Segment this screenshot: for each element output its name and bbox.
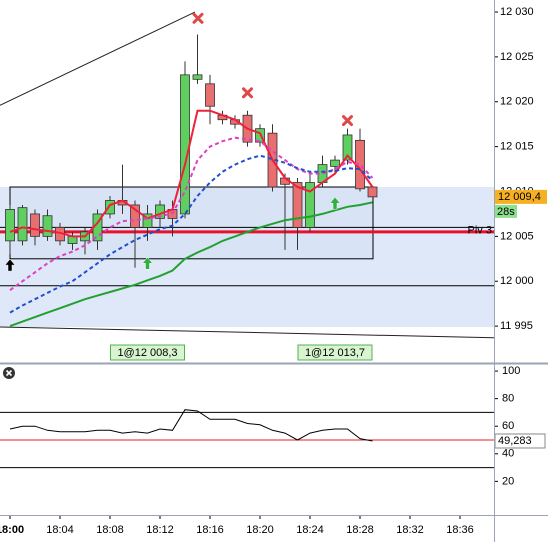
x-tick-label: 18:16 (196, 524, 224, 536)
entry-arrow (329, 196, 341, 210)
value-label: 49,283 (498, 435, 532, 447)
current-price-box (495, 189, 547, 204)
x-tick-label: 18:04 (46, 524, 74, 536)
y-tick-label: 20 (502, 475, 514, 487)
trendline (0, 326, 495, 339)
candle-body (17, 207, 28, 242)
candle-body (130, 204, 140, 228)
close-glyph (5, 369, 13, 377)
indicator-line (9, 154, 374, 314)
y-tick-label: 80 (502, 393, 514, 405)
indicator-line (9, 109, 374, 238)
trade-label: 1@12 008,3 (117, 347, 177, 359)
trade-label-box (297, 344, 373, 361)
y-tick-label: 12 015 (500, 141, 534, 153)
candle-body (192, 74, 203, 80)
timer-label: 28s (497, 206, 515, 218)
x-tick-label: 18:20 (246, 524, 274, 536)
range-box (9, 186, 374, 260)
candle-body (42, 215, 53, 237)
x-tick-label: 18:08 (96, 524, 124, 536)
trade-label: 1@12 013,7 (305, 347, 365, 359)
entry-arrow (141, 256, 154, 270)
candle-body (292, 182, 303, 228)
y-tick-label: 12 005 (500, 230, 534, 242)
y-tick-label: 60 (502, 420, 514, 432)
candle-body (105, 200, 115, 215)
candle-body (305, 182, 315, 228)
y-tick-label: 12 030 (500, 6, 534, 18)
x-tick-label: 18:28 (346, 524, 374, 536)
candle-body (330, 159, 340, 167)
y-tick-label: 12 000 (500, 275, 534, 287)
exit-marker (342, 115, 353, 127)
y-tick-label: 12 020 (500, 96, 534, 108)
current-price-label: 12 009,4 (498, 191, 541, 203)
oscillator-line (9, 409, 373, 442)
x-tick-label: 18:36 (446, 524, 474, 536)
x-tick-label: 18:24 (296, 524, 324, 536)
candle-body (342, 134, 353, 161)
close-button[interactable] (3, 367, 15, 379)
indicator-line (9, 201, 373, 328)
indicator-line (9, 136, 374, 292)
x-tick-label: 18:00 (0, 524, 24, 536)
candle-body (30, 213, 40, 237)
trade-label-box (110, 344, 185, 361)
candle-body (5, 209, 15, 242)
exit-marker (192, 12, 204, 24)
x-tick-label: 18:32 (396, 524, 424, 536)
x-tick-label: 18:12 (146, 524, 174, 536)
oscillator-panel: 100 80 60 40 20 49,283 18:00 18:04 18:08 18:12 18:… (0, 365, 546, 536)
y-tick-label: 40 (502, 448, 514, 460)
y-tick-label: 12 025 (500, 51, 534, 63)
candle-body (367, 186, 378, 198)
candle-body (67, 235, 78, 244)
y-tick-label: 100 (502, 365, 520, 377)
level-label: Piv 3 (468, 224, 492, 236)
candle-body (142, 213, 153, 228)
entry-arrow (4, 258, 16, 272)
exit-marker (242, 87, 253, 99)
timer-box (495, 204, 517, 218)
trendline (0, 11, 196, 106)
y-tick-label: 11 995 (500, 320, 533, 332)
candle-body (205, 83, 215, 107)
